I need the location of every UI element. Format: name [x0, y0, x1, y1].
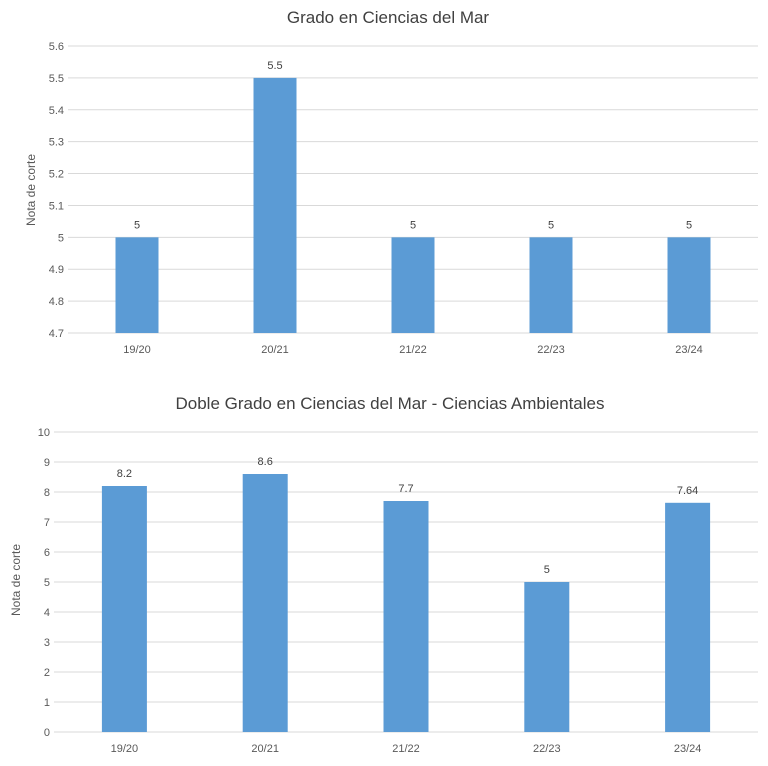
chart-grado-ciencias-mar: Grado en Ciencias del Mar Nota de corte …: [0, 0, 768, 380]
data-label: 5.5: [267, 60, 282, 72]
data-label: 7.64: [677, 485, 698, 497]
y-tick-label: 9: [44, 457, 50, 469]
y-tick-labels: 4.7 4.8 4.9 5 5.1 5.2 5.3 5.4 5.5 5.6: [49, 41, 64, 340]
data-label: 5: [544, 564, 550, 576]
y-tick-label: 5: [44, 577, 50, 589]
x-tick-label: 19/20: [123, 344, 151, 356]
y-tick-label: 5.5: [49, 73, 64, 85]
y-tick-label: 4.9: [49, 264, 64, 276]
data-label: 5: [548, 219, 554, 231]
data-labels: 5 5.5 5 5 5: [134, 60, 692, 231]
chart-doble-grado: Doble Grado en Ciencias del Mar - Cienci…: [0, 380, 768, 766]
gridlines: [68, 45, 758, 334]
y-tick-label: 4.7: [49, 328, 64, 340]
x-tick-label: 23/24: [675, 344, 703, 356]
data-label: 7.7: [398, 483, 413, 495]
bar: [667, 237, 711, 333]
y-tick-label: 10: [38, 427, 50, 439]
y-tick-label: 5.4: [49, 105, 64, 117]
x-tick-label: 20/21: [261, 344, 289, 356]
y-tick-label: 5.2: [49, 169, 64, 181]
data-label: 5: [134, 219, 140, 231]
y-tick-label: 5.6: [49, 41, 64, 53]
x-tick-label: 21/22: [392, 743, 420, 755]
x-tick-label: 23/24: [674, 743, 702, 755]
x-tick-labels: 19/20 20/21 21/22 22/23 23/24: [111, 743, 702, 755]
bar: [665, 502, 711, 732]
y-tick-label: 5.1: [49, 200, 64, 212]
bar: [242, 474, 288, 732]
bar: [383, 501, 429, 732]
y-tick-label: 4: [44, 607, 50, 619]
x-tick-label: 22/23: [537, 344, 565, 356]
x-tick-labels: 19/20 20/21 21/22 22/23 23/24: [123, 344, 703, 356]
bar: [391, 237, 435, 333]
bars: [101, 474, 711, 732]
x-tick-label: 22/23: [533, 743, 561, 755]
x-tick-label: 21/22: [399, 344, 427, 356]
y-tick-label: 3: [44, 637, 50, 649]
y-tick-label: 6: [44, 547, 50, 559]
data-label: 8.6: [258, 456, 273, 468]
chart-2-svg: Doble Grado en Ciencias del Mar - Cienci…: [9, 394, 758, 755]
bar: [524, 582, 570, 732]
bars: [115, 77, 711, 333]
chart-1-svg: Grado en Ciencias del Mar Nota de corte …: [24, 8, 758, 356]
bar: [101, 486, 147, 732]
x-tick-label: 20/21: [251, 743, 279, 755]
y-tick-labels: 0 1 2 3 4 5 6 7 8 9 10: [38, 427, 50, 739]
y-axis-label: Nota de corte: [24, 154, 38, 226]
y-tick-label: 7: [44, 517, 50, 529]
x-tick-label: 19/20: [111, 743, 139, 755]
data-label: 8.2: [117, 468, 132, 480]
y-tick-label: 0: [44, 727, 50, 739]
y-tick-label: 2: [44, 667, 50, 679]
bar: [253, 77, 297, 333]
y-tick-label: 1: [44, 697, 50, 709]
data-label: 5: [410, 219, 416, 231]
y-tick-label: 4.8: [49, 296, 64, 308]
y-tick-label: 5.3: [49, 137, 64, 149]
chart-title: Doble Grado en Ciencias del Mar - Cienci…: [176, 394, 605, 413]
y-tick-label: 8: [44, 487, 50, 499]
y-tick-label: 5: [58, 232, 64, 244]
data-label: 5: [686, 219, 692, 231]
data-labels: 8.2 8.6 7.7 5 7.64: [117, 456, 699, 576]
chart-title: Grado en Ciencias del Mar: [287, 8, 490, 27]
bar: [115, 237, 159, 333]
y-axis-label: Nota de corte: [9, 544, 23, 616]
bar: [529, 237, 573, 333]
